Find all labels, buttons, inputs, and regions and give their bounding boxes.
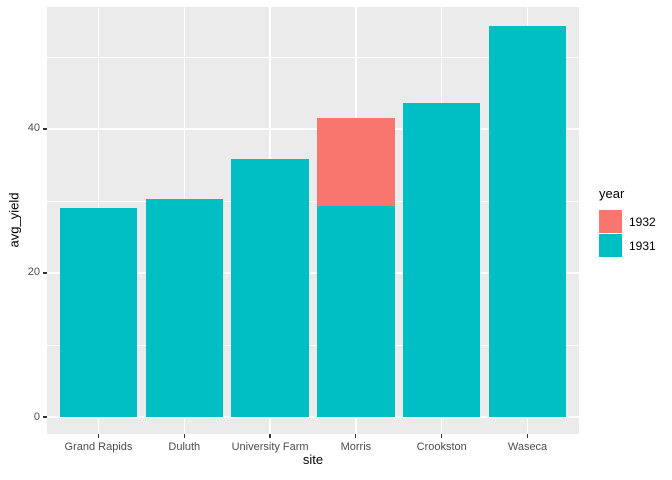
- y-tick-label-20: 20: [27, 266, 40, 279]
- gridline-major-y-0: [47, 416, 579, 418]
- gridline-major-y-20: [47, 272, 579, 274]
- x-axis-title: site: [302, 452, 324, 467]
- legend-entry-1932: 1932: [599, 210, 656, 233]
- x-tick-crookston: [441, 434, 443, 438]
- bar-morris-1931: [317, 206, 395, 417]
- legend-swatch-1931: [599, 234, 622, 257]
- bar-university-farm-1931: [231, 159, 309, 417]
- x-tick-label-duluth: Duluth: [168, 441, 201, 453]
- legend-label-1931: 1931: [629, 238, 656, 253]
- legend: year 1932 1931: [599, 186, 656, 258]
- gridline-minor-y-30: [47, 200, 579, 202]
- x-tick-label-crookston: Crookston: [416, 441, 467, 453]
- bar-crookston-1931: [403, 102, 481, 417]
- legend-label-1932: 1932: [629, 214, 656, 229]
- gridline-major-y-40: [47, 128, 579, 130]
- y-tick-0: [43, 416, 47, 418]
- y-tick-40: [43, 128, 47, 130]
- plot-panel: [47, 7, 579, 434]
- gridline-minor-y-50: [47, 56, 579, 58]
- bar-waseca-1931: [488, 25, 567, 417]
- x-tick-label-grand-rapids: Grand Rapids: [64, 441, 133, 453]
- x-tick-university-farm: [269, 434, 271, 438]
- bar-duluth-1931: [145, 198, 223, 417]
- gridline-minor-y-10: [47, 344, 579, 346]
- y-tick-20: [43, 272, 47, 274]
- legend-swatch-1932: [599, 210, 622, 233]
- legend-entry-1931: 1931: [599, 234, 656, 257]
- bar-grand-rapids-1931: [59, 207, 138, 417]
- x-tick-label-waseca: Waseca: [507, 441, 548, 453]
- x-tick-label-morris: Morris: [340, 441, 372, 453]
- y-tick-label-0: 0: [33, 410, 40, 423]
- y-axis-title: avg_yield: [6, 192, 22, 248]
- x-tick-morris: [355, 434, 357, 438]
- x-tick-duluth: [183, 434, 185, 438]
- x-tick-grand-rapids: [97, 434, 100, 438]
- x-tick-label-university-farm: University Farm: [231, 441, 309, 453]
- x-tick-waseca: [526, 434, 529, 438]
- legend-title: year: [599, 186, 625, 201]
- y-tick-label-40: 40: [27, 122, 40, 135]
